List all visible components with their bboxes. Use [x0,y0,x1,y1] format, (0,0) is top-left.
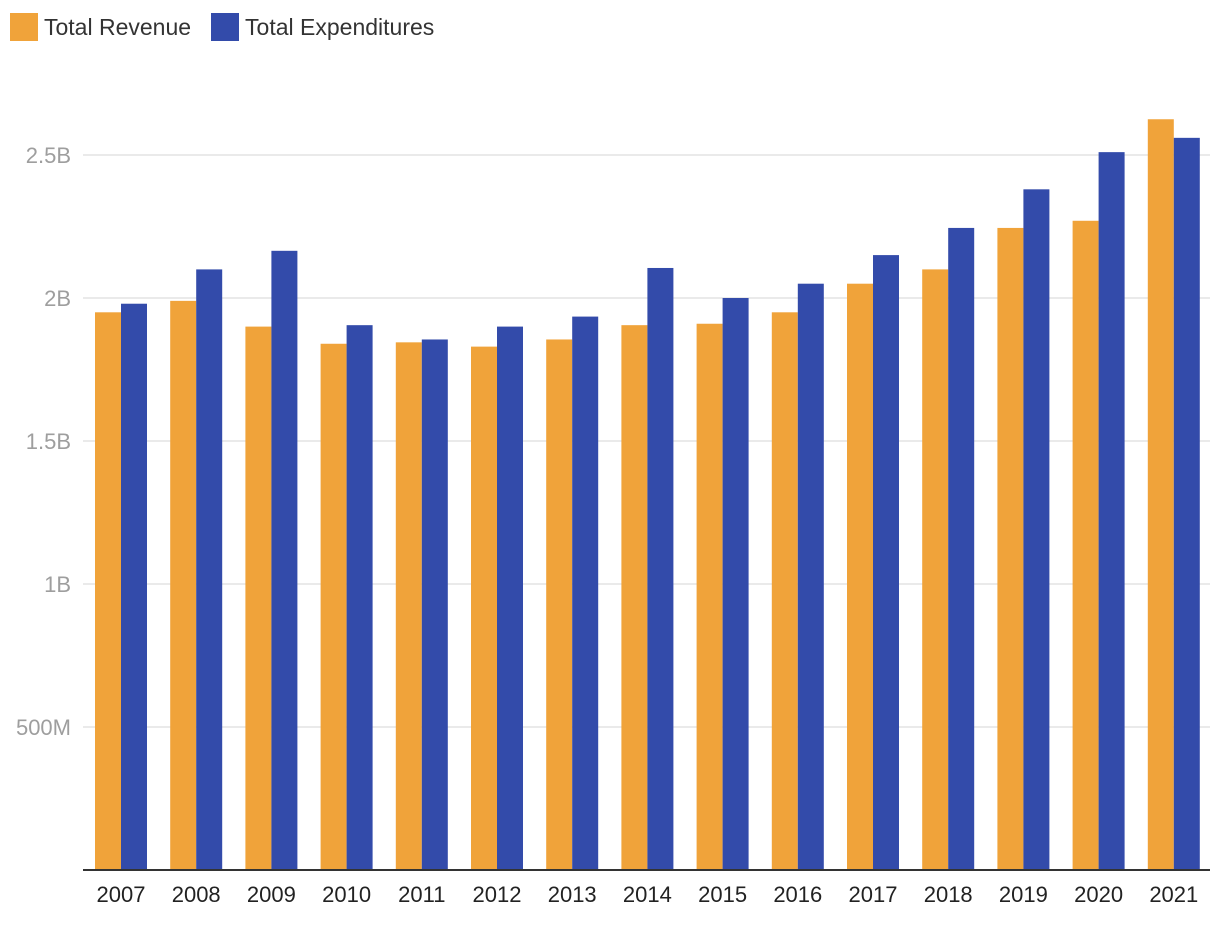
bars [95,119,1200,871]
bar-revenue[interactable] [1072,220,1099,870]
bar-revenue[interactable] [395,342,422,871]
legend-item-expenditures[interactable]: Total Expenditures [211,13,434,41]
bar-expenditures[interactable] [647,267,674,871]
bar-expenditures[interactable] [497,326,523,871]
x-axis-ticks: 2007 2008 2009 2010 2011 2012 2013 2014 2015 2016… [97,882,1199,907]
bar-expenditures[interactable] [722,298,749,870]
bar-expenditures[interactable] [421,339,448,871]
bar-revenue[interactable] [847,283,873,870]
legend-label-revenue: Total Revenue [44,13,192,40]
bar-expenditures[interactable] [948,227,975,870]
bar-expenditures[interactable] [121,303,147,871]
x-tick-label: 2013 [548,882,597,907]
x-tick-label: 2017 [849,882,898,907]
bar-revenue[interactable] [471,346,497,870]
bar-revenue[interactable] [997,227,1024,870]
legend-swatch-expenditures [211,13,240,41]
y-axis-ticks: 500M 1B 1.5B 2B 2.5B [16,143,71,740]
bar-expenditures[interactable] [572,316,599,871]
bar-revenue[interactable] [320,343,347,870]
y-tick-label: 500M [16,715,71,740]
bar-expenditures[interactable] [1173,137,1200,871]
x-tick-label: 2015 [698,882,747,907]
bar-revenue[interactable] [245,326,272,871]
x-tick-label: 2014 [623,882,672,907]
bar-revenue[interactable] [1147,119,1174,870]
x-tick-label: 2012 [473,882,522,907]
x-tick-label: 2010 [322,882,371,907]
x-tick-label: 2020 [1074,882,1123,907]
legend-item-revenue[interactable]: Total Revenue [10,13,191,41]
y-tick-label: 2B [44,286,71,311]
bar-expenditures[interactable] [271,250,298,870]
x-tick-label: 2007 [97,882,146,907]
legend-swatch-revenue [10,13,38,41]
legend: Total Revenue Total Expenditures [10,12,454,42]
x-tick-label: 2016 [773,882,822,907]
x-tick-label: 2009 [247,882,296,907]
bar-expenditures[interactable] [1098,152,1125,870]
bar-expenditures[interactable] [873,255,899,871]
bar-revenue[interactable] [546,339,573,871]
y-tick-label: 1B [44,572,71,597]
bar-revenue[interactable] [95,312,121,870]
bar-expenditures[interactable] [797,283,824,870]
legend-label-expenditures: Total Expenditures [245,13,435,40]
bar-revenue[interactable] [922,269,949,870]
x-tick-label: 2011 [398,882,445,907]
bar-revenue[interactable] [696,323,723,870]
bar-expenditures[interactable] [346,325,373,870]
y-tick-label: 1.5B [26,429,71,454]
x-tick-label: 2018 [924,882,973,907]
bar-revenue[interactable] [771,312,798,870]
y-tick-label: 2.5B [26,143,71,168]
bar-expenditures[interactable] [1023,189,1050,870]
bar-revenue[interactable] [621,325,648,870]
bar-revenue[interactable] [170,300,197,870]
x-tick-label: 2008 [172,882,221,907]
bar-expenditures[interactable] [196,269,223,870]
x-tick-label: 2019 [999,882,1048,907]
x-tick-label: 2021 [1149,882,1198,907]
